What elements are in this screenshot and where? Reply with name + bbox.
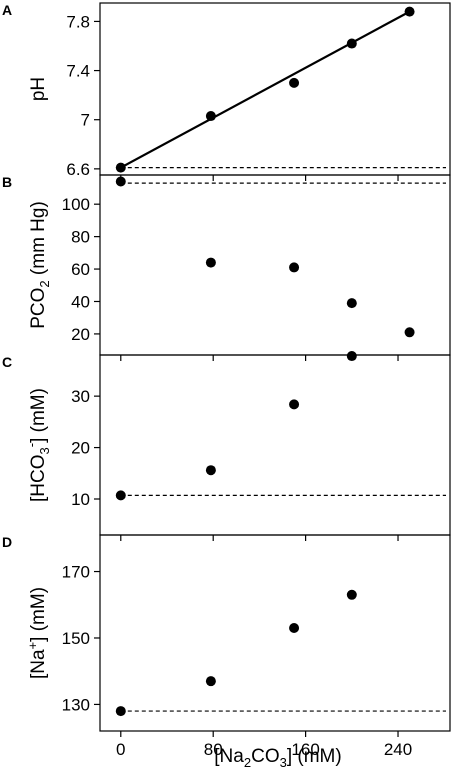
panel-c-ytick-label: 10	[71, 490, 90, 509]
panel-b-data-point	[205, 257, 216, 268]
panel-a-frame	[99, 2, 451, 176]
panel-b-ytick-label: 40	[71, 292, 90, 311]
x-tick-label: 0	[116, 740, 125, 759]
panel-c-ytick-label: 30	[71, 387, 90, 406]
panel-b-ytick-label: 100	[62, 195, 90, 214]
panel-a-data-point	[289, 77, 300, 88]
panel-c-ylabel: [HCO3-] (mM)	[24, 388, 52, 502]
panel-b: B PCO2 (mm Hg) 20 40 60 80 100	[2, 174, 451, 361]
panel-d-ytick-label: 170	[62, 563, 90, 582]
panel-a-ytick-label: 7	[81, 111, 90, 130]
panel-c-letter: C	[2, 354, 12, 370]
panel-a-ylabel: pH	[28, 77, 49, 101]
panel-b-ytick-label: 80	[71, 228, 90, 247]
panel-c-data-point	[115, 490, 126, 501]
panel-b-data-point	[115, 176, 126, 187]
panel-a-fit-line	[120, 10, 411, 169]
x-axis-label: [Na2CO3] (mM)	[214, 746, 341, 770]
panel-a: A pH 6.6 7 7.4 7.8	[2, 2, 451, 181]
panel-b-ylabel: PCO2 (mm Hg)	[28, 201, 52, 329]
x-tick-label: 160	[291, 740, 319, 759]
x-tick-label: 240	[384, 740, 412, 759]
panel-d: D [Na+] (mM) [Na2CO3] (mM) 130 150 170 0 80 1…	[2, 534, 451, 770]
panel-d-data-point	[289, 623, 300, 634]
panel-d-ytick-label: 130	[62, 695, 90, 714]
panel-b-ytick-label: 20	[71, 325, 90, 344]
panel-d-frame	[99, 534, 451, 732]
panel-a-ytick-label: 7.8	[66, 12, 90, 31]
panel-c-frame	[99, 354, 451, 536]
panel-c: C [HCO3-] (mM) 10 20 30	[2, 351, 451, 541]
panel-d-data-point	[346, 589, 357, 600]
panel-d-ytick-label: 150	[62, 629, 90, 648]
panel-c-ytick-label: 20	[71, 439, 90, 458]
panel-a-ytick-label: 6.6	[66, 160, 90, 179]
panel-a-data-point	[205, 111, 216, 122]
panel-c-data-point	[205, 465, 216, 476]
panel-b-data-point	[289, 262, 300, 273]
panel-c-data-point	[289, 399, 300, 410]
x-tick-label: 80	[204, 740, 223, 759]
panel-a-data-point	[404, 6, 415, 17]
panel-b-ytick-label: 60	[71, 260, 90, 279]
panel-b-data-point	[404, 327, 415, 338]
panel-b-frame	[99, 174, 451, 356]
panel-a-ytick-label: 7.4	[66, 62, 90, 81]
panel-d-ylabel: [Na+] (mM)	[25, 587, 49, 679]
panel-a-data-point	[346, 38, 357, 49]
panel-c-data-point	[346, 351, 357, 362]
panel-d-data-point	[205, 676, 216, 687]
panel-a-data-point	[115, 162, 126, 173]
panel-b-data-point	[346, 298, 357, 309]
panel-d-data-point	[115, 706, 126, 717]
panel-b-letter: B	[2, 174, 12, 190]
panel-d-letter: D	[2, 534, 12, 550]
panel-a-letter: A	[2, 2, 12, 18]
